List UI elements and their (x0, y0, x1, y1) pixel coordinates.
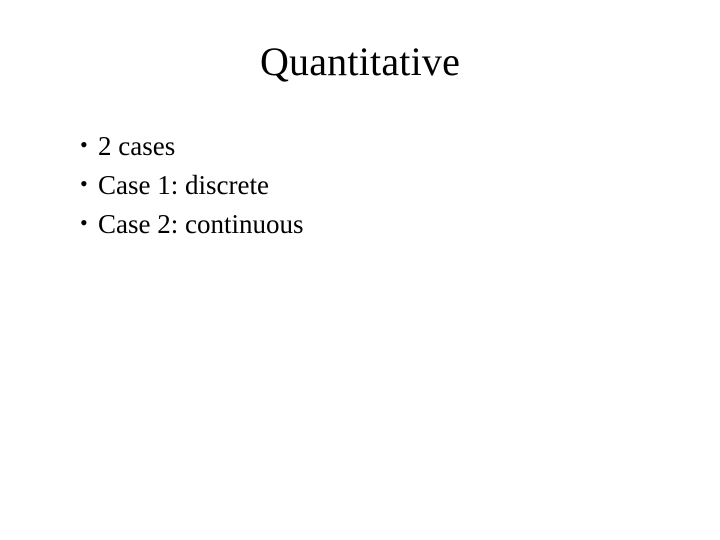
slide: Quantitative 2 cases Case 1: discrete Ca… (0, 0, 720, 540)
list-item: Case 1: discrete (80, 166, 660, 205)
list-item: 2 cases (80, 127, 660, 166)
slide-title: Quantitative (60, 38, 660, 85)
bullet-list: 2 cases Case 1: discrete Case 2: continu… (60, 127, 660, 244)
list-item: Case 2: continuous (80, 205, 660, 244)
